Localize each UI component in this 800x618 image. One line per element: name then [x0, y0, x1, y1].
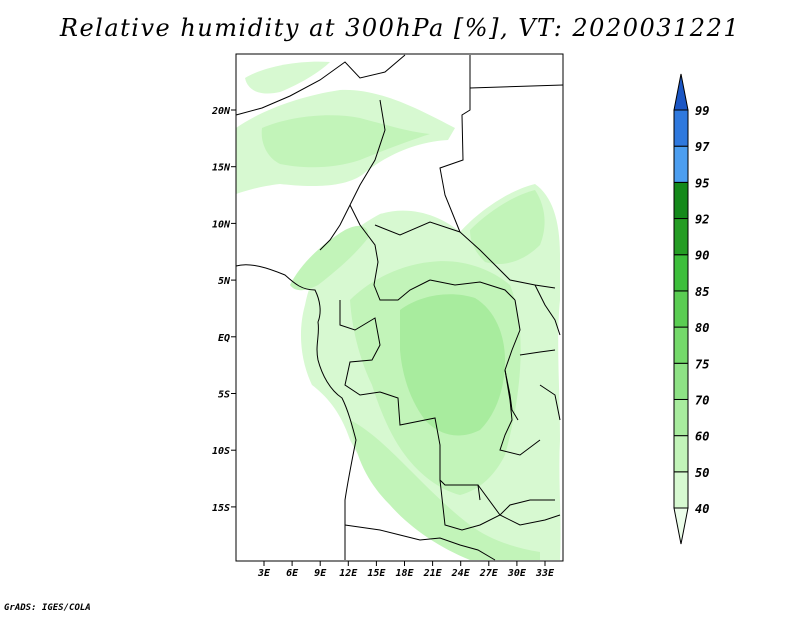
lat-label: 15S [212, 503, 230, 514]
colorbar: 40 50 60 70 75 80 85 90 92 95 97 99 [673, 73, 710, 545]
colorbar-box [673, 326, 689, 364]
lon-label: 18E [395, 568, 414, 579]
humidity-area-congo-core [400, 294, 505, 436]
colorbar-label: 95 [695, 176, 709, 190]
colorbar-label: 40 [695, 502, 709, 516]
colorbar-label: 92 [695, 213, 709, 227]
border-north-2 [319, 99, 386, 251]
colorbar-box [673, 435, 689, 473]
lat-label: 5N [218, 276, 231, 287]
lat-label: EQ [218, 333, 230, 344]
border-east-africa [519, 284, 561, 421]
lat-label: 15N [212, 163, 231, 174]
colorbar-box [673, 109, 689, 147]
humidity-area-gulf [290, 225, 369, 291]
colorbar-label: 90 [695, 249, 709, 263]
humidity-area-southwest [350, 420, 540, 560]
colorbar-label: 99 [695, 104, 709, 118]
humidity-area-north-streak [245, 61, 330, 94]
border-drc-east [499, 299, 541, 456]
colorbar-min-triangle [673, 507, 689, 545]
colorbar-label: 80 [695, 321, 709, 335]
colorbar-box [673, 398, 689, 437]
humidity-area-sahel-core [261, 115, 430, 168]
border-sudan [459, 231, 556, 289]
longitude-axis: 3E 6E 9E 12E 15E 18E 21E 24E 27E 30E 33E [257, 561, 555, 579]
lon-label: 27E [479, 568, 499, 579]
border-lake-tanganyika [504, 369, 519, 421]
map-frame [235, 53, 564, 562]
border-drc-west [339, 300, 481, 501]
colorbar-label: 85 [695, 285, 709, 299]
lat-label: 10N [212, 219, 231, 230]
border-south [344, 524, 496, 561]
border-north-3 [439, 55, 471, 233]
border-cameroon [349, 204, 431, 301]
lon-label: 21E [423, 568, 443, 579]
colorbar-label: 60 [695, 430, 709, 444]
humidity-field [236, 61, 561, 560]
colorbar-label: 70 [695, 393, 709, 407]
latitude-axis: 20N 15N 10N 5N EQ 5S 10S 15S [211, 106, 236, 514]
grads-credit: GrADS: IGES/COLA [4, 603, 91, 613]
lon-label: 6E [286, 568, 299, 579]
colorbar-box [673, 181, 689, 220]
colorbar-box [673, 362, 689, 400]
colorbar-box [673, 471, 689, 509]
lon-label: 15E [367, 568, 386, 579]
lat-label: 10S [212, 446, 230, 457]
border-zimbabwe [477, 484, 561, 526]
lat-label: 5S [218, 390, 230, 401]
colorbar-box [673, 145, 689, 183]
lon-label: 30E [507, 568, 527, 579]
humidity-area-east [470, 190, 545, 265]
boundaries [235, 54, 564, 561]
lon-label: 9E [314, 568, 327, 579]
colorbar-box [673, 218, 689, 256]
chart-title: Relative humidity at 300hPa [%], VT: 202… [59, 14, 741, 42]
border-angola-zambia [439, 479, 555, 531]
lon-label: 33E [535, 568, 555, 579]
colorbar-label: 97 [695, 140, 710, 154]
lon-label: 3E [257, 568, 271, 579]
colorbar-max-triangle [673, 73, 689, 111]
lat-label: 20N [211, 106, 231, 117]
lon-label: 24E [451, 568, 471, 579]
colorbar-box [673, 254, 689, 292]
border-north-4 [469, 84, 564, 89]
border-congo-car [429, 279, 516, 301]
border-chad-car [374, 221, 461, 236]
coastline [235, 264, 357, 560]
lon-label: 12E [339, 568, 358, 579]
colorbar-label: 50 [695, 466, 709, 480]
border-north-1 [235, 54, 406, 116]
colorbar-label: 75 [695, 357, 709, 371]
colorbar-box [673, 290, 689, 328]
